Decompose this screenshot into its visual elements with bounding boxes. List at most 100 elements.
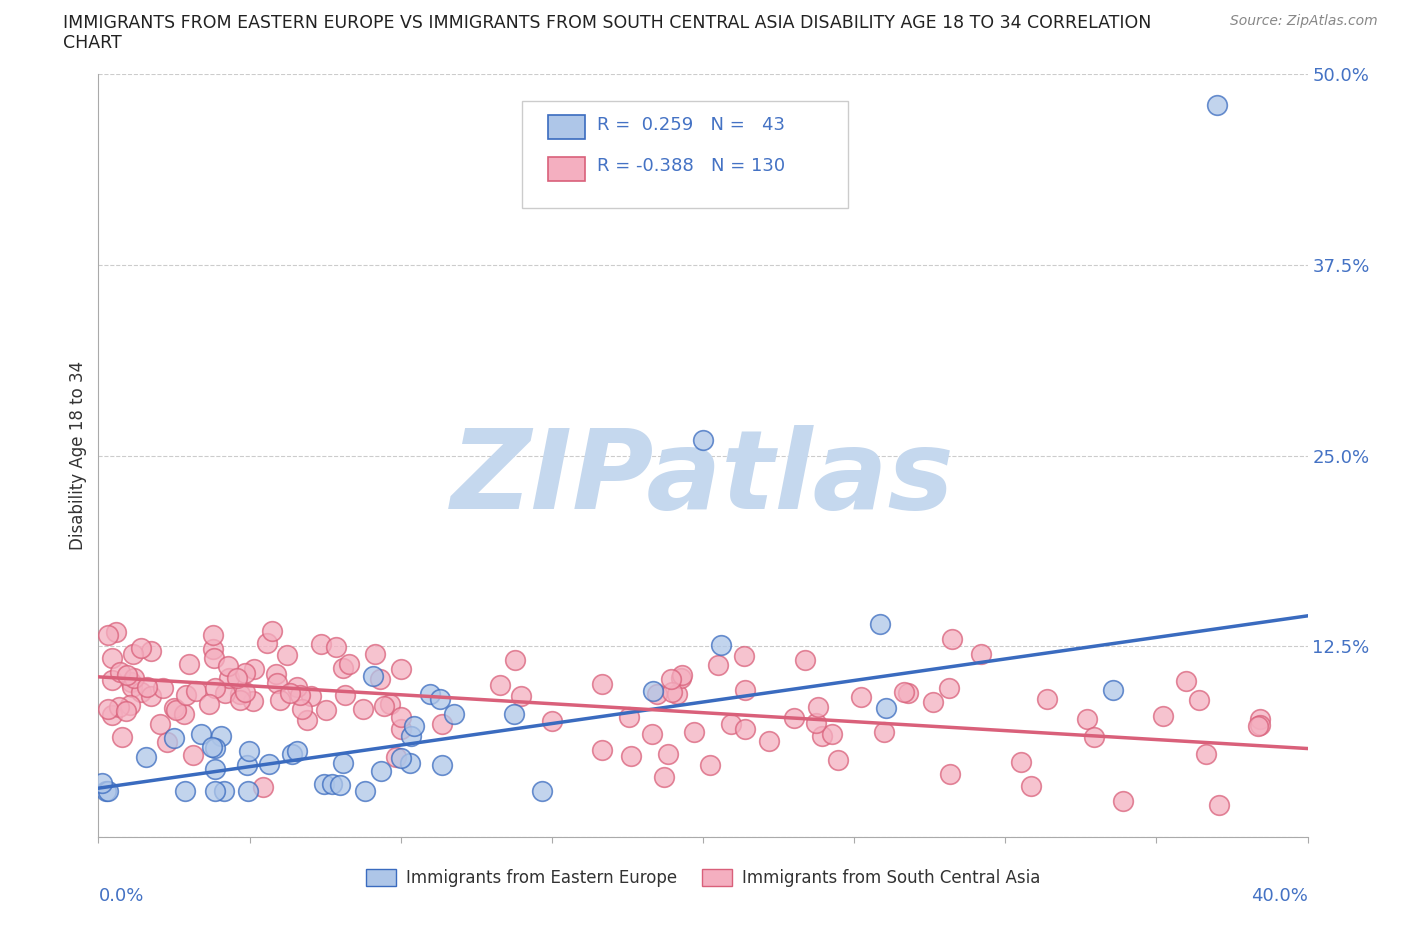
Point (389, 661, 412, 676)
Point (368, 671, 391, 686)
Point (1152, 709, 1174, 724)
Point (783, 711, 806, 725)
Point (173, 707, 195, 722)
Point (332, 756, 354, 771)
Point (91, 776, 114, 790)
Point (385, 749, 408, 764)
Point (214, 685, 236, 700)
Point (235, 684, 257, 699)
Text: 0.0%: 0.0% (98, 886, 143, 905)
Point (399, 756, 422, 771)
Point (404, 718, 426, 733)
Point (204, 681, 226, 696)
Point (897, 686, 920, 701)
Point (1102, 683, 1125, 698)
Point (807, 699, 830, 714)
Point (94, 784, 117, 799)
Point (233, 666, 256, 681)
Point (97, 784, 120, 799)
Point (364, 646, 387, 661)
Point (136, 680, 159, 695)
Point (652, 769, 675, 784)
Point (591, 743, 613, 758)
Point (1036, 691, 1059, 706)
Point (238, 744, 260, 759)
Point (285, 680, 308, 695)
Point (1175, 673, 1198, 688)
Point (827, 752, 849, 767)
Point (734, 683, 756, 698)
Point (1083, 730, 1105, 745)
Point (321, 777, 343, 791)
Point (620, 749, 643, 764)
Point (1208, 797, 1230, 812)
Point (869, 617, 891, 631)
Point (198, 697, 221, 711)
Point (101, 651, 124, 666)
Point (122, 671, 145, 685)
Point (252, 779, 274, 794)
Point (204, 762, 226, 777)
Text: ZIPatlas: ZIPatlas (451, 425, 955, 532)
Point (541, 714, 564, 729)
Point (278, 685, 301, 700)
Point (709, 637, 731, 652)
Text: 40.0%: 40.0% (1251, 886, 1308, 905)
Point (325, 640, 347, 655)
Text: IMMIGRANTS FROM EASTERN EUROPE VS IMMIGRANTS FROM SOUTH CENTRAL ASIA DISABILITY : IMMIGRANTS FROM EASTERN EUROPE VS IMMIGR… (63, 14, 1152, 32)
Point (238, 784, 260, 799)
Point (811, 728, 834, 743)
Point (110, 729, 132, 744)
Point (235, 757, 257, 772)
Point (97, 702, 120, 717)
Point (257, 757, 280, 772)
Point (733, 648, 755, 663)
Point (510, 688, 533, 703)
Point (291, 701, 314, 716)
Point (429, 691, 451, 706)
Point (100, 672, 122, 687)
Point (131, 684, 153, 699)
Point (256, 636, 278, 651)
Point (337, 657, 360, 671)
Point (734, 722, 756, 737)
FancyBboxPatch shape (522, 101, 848, 208)
Point (297, 712, 319, 727)
Point (225, 671, 247, 685)
Point (1195, 746, 1218, 761)
Point (174, 688, 197, 703)
Point (1111, 794, 1133, 809)
Point (530, 783, 553, 798)
Point (1076, 712, 1098, 727)
Point (141, 689, 163, 704)
Point (242, 694, 264, 709)
Point (163, 730, 186, 745)
Point (269, 693, 291, 708)
Point (661, 684, 683, 699)
Point (893, 684, 915, 699)
Text: R =  0.259   N =   43: R = 0.259 N = 43 (596, 116, 785, 134)
Point (399, 729, 422, 744)
Point (1249, 711, 1271, 726)
Text: R = -0.388   N = 130: R = -0.388 N = 130 (596, 157, 785, 175)
Point (202, 642, 225, 657)
Point (260, 623, 283, 638)
Point (659, 671, 682, 686)
Point (938, 766, 960, 781)
Point (332, 661, 354, 676)
Point (941, 631, 963, 646)
Point (218, 671, 240, 685)
Point (156, 735, 179, 750)
Point (190, 726, 212, 741)
Point (266, 675, 288, 690)
Point (970, 646, 993, 661)
Text: CHART: CHART (63, 34, 122, 52)
Point (645, 686, 668, 701)
FancyBboxPatch shape (548, 157, 585, 181)
Point (1019, 778, 1042, 793)
Point (281, 747, 304, 762)
Point (122, 646, 145, 661)
Point (183, 748, 205, 763)
Point (104, 625, 127, 640)
Point (643, 684, 665, 698)
